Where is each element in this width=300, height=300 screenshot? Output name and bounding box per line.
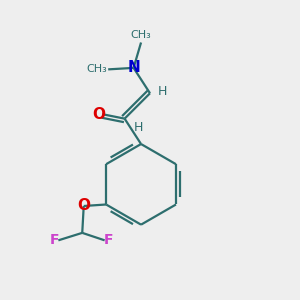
Text: CH₃: CH₃	[86, 64, 107, 74]
Text: H: H	[134, 121, 143, 134]
Text: O: O	[92, 107, 105, 122]
Text: H: H	[158, 85, 167, 98]
Text: CH₃: CH₃	[131, 30, 152, 40]
Text: F: F	[50, 233, 59, 247]
Text: N: N	[127, 60, 140, 75]
Text: O: O	[77, 199, 90, 214]
Text: F: F	[103, 233, 113, 247]
